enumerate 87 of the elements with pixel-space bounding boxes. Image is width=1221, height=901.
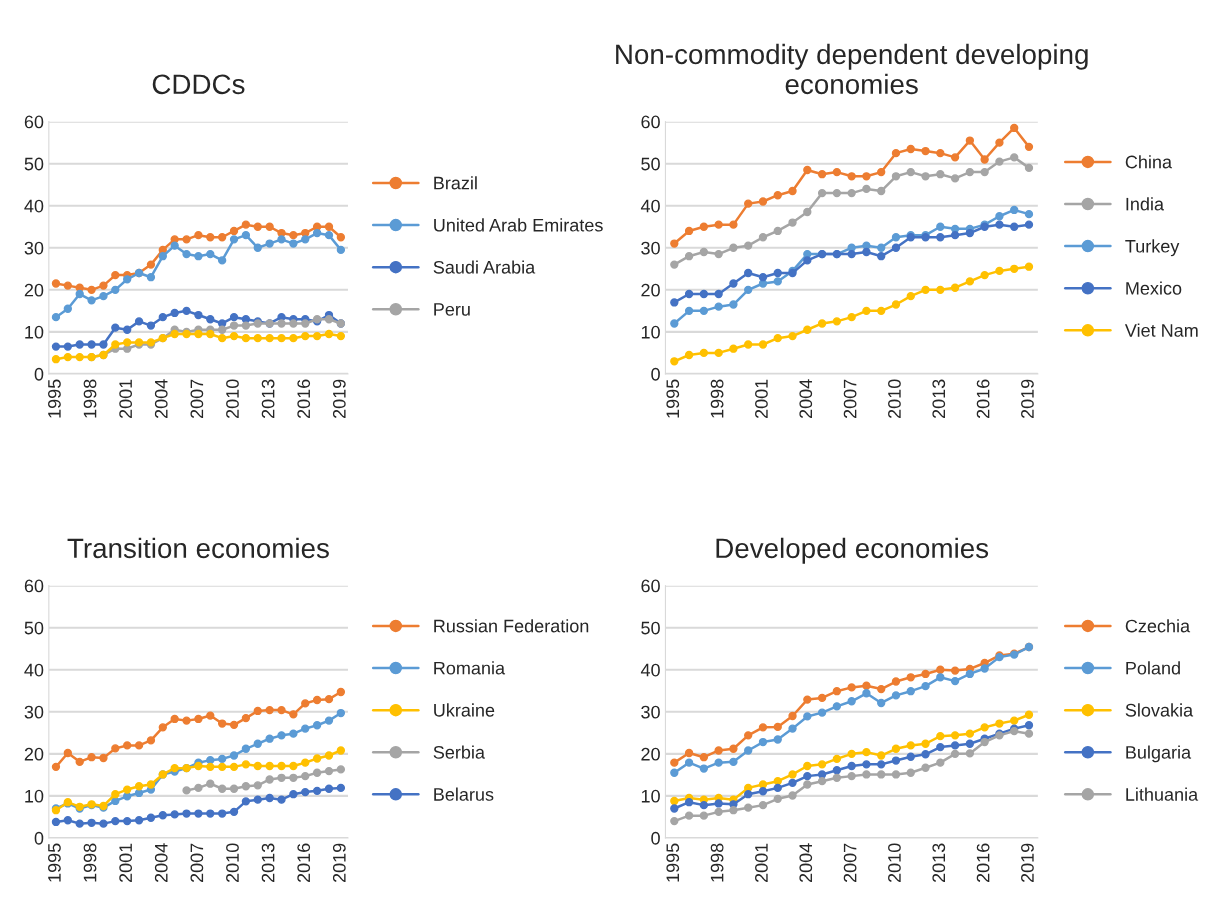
- y-tick-label: 10: [25, 789, 44, 803]
- x-tick-label: 2007: [843, 379, 857, 419]
- x-tick-label: 2013: [261, 379, 275, 419]
- x-tick-label: 1998: [710, 379, 724, 418]
- x-tick-label: 2004: [799, 843, 813, 883]
- x-tick-label: 2013: [932, 843, 946, 883]
- chart-title: Non-commodity dependent developing economies: [616, 43, 1088, 95]
- legend-label: Czechia: [1125, 619, 1191, 633]
- x-tick-label: 1995: [666, 379, 680, 418]
- y-tick-label: 20: [24, 283, 44, 297]
- x-tick-label: 1998: [83, 843, 97, 882]
- x-tick-label: 1998: [710, 843, 724, 882]
- y-tick-label: 40: [24, 199, 44, 213]
- x-tick-label: 2010: [888, 843, 901, 883]
- y-tick-label: 60: [24, 579, 44, 593]
- legend-label: China: [1125, 155, 1173, 169]
- legend-label: Peru: [434, 303, 470, 316]
- legend-label: Turkey: [1125, 239, 1180, 257]
- y-tick-label: 20: [641, 747, 660, 761]
- x-tick-label: 2007: [190, 379, 204, 419]
- x-tick-label: 2016: [976, 843, 990, 883]
- x-tick-label: 2010: [226, 843, 239, 883]
- y-tick-label: 0: [651, 831, 660, 845]
- x-tick-label: 1995: [666, 843, 680, 882]
- y-tick-label: 30: [24, 705, 44, 719]
- y-tick-label: 10: [25, 325, 44, 339]
- x-tick-label: 2019: [332, 379, 346, 419]
- x-tick-label: 2016: [297, 379, 311, 419]
- chart-title: Transition economies: [67, 537, 329, 559]
- legend-label: Mexico: [1126, 281, 1182, 295]
- x-tick-label: 1995: [48, 843, 61, 882]
- y-tick-label: 0: [34, 367, 44, 381]
- x-tick-label: 2001: [119, 379, 133, 419]
- y-tick-label: 10: [641, 789, 660, 803]
- y-tick-label: 30: [24, 241, 44, 255]
- chart-title: Developed economies: [716, 537, 989, 564]
- x-tick-label: 2010: [226, 379, 239, 419]
- y-tick-label: 60: [641, 115, 660, 129]
- y-tick-label: 40: [640, 663, 660, 677]
- y-tick-label: 0: [34, 831, 44, 845]
- legend-label: Bulgaria: [1126, 745, 1192, 763]
- x-tick-label: 2001: [755, 843, 768, 883]
- x-tick-label: 2019: [1021, 843, 1034, 883]
- x-tick-label: 2004: [154, 379, 168, 419]
- x-tick-label: 2001: [755, 379, 768, 419]
- legend-label: Slovakia: [1125, 703, 1194, 717]
- y-tick-label: 20: [24, 747, 44, 761]
- x-tick-label: 2007: [190, 843, 204, 883]
- legend-label: Saudi Arabia: [433, 260, 536, 274]
- x-tick-label: 2010: [888, 379, 901, 419]
- y-tick-label: 0: [651, 367, 660, 381]
- y-tick-label: 30: [641, 705, 660, 719]
- legend-label: United Arab Emirates: [434, 218, 603, 232]
- legend-label: Brazil: [434, 176, 477, 190]
- legend-label: Russian Federation: [434, 619, 589, 633]
- y-tick-label: 40: [24, 663, 44, 677]
- y-tick-label: 40: [640, 199, 660, 213]
- x-tick-label: 1995: [48, 379, 61, 418]
- chart-title: CDDCs: [152, 74, 245, 95]
- x-tick-label: 2013: [261, 843, 275, 883]
- legend-label: Belarus: [434, 787, 494, 801]
- y-tick-label: 50: [641, 621, 660, 635]
- x-tick-label: 2013: [932, 379, 946, 419]
- y-tick-label: 60: [641, 579, 660, 593]
- legend-label: India: [1126, 197, 1165, 211]
- x-tick-label: 2004: [154, 843, 168, 883]
- y-tick-label: 50: [24, 157, 44, 171]
- x-tick-label: 2001: [119, 843, 133, 883]
- y-tick-label: 10: [641, 325, 660, 339]
- y-tick-label: 50: [641, 157, 660, 171]
- x-tick-label: 2016: [297, 843, 311, 883]
- y-tick-label: 60: [24, 115, 44, 129]
- legend-label: Poland: [1126, 661, 1180, 675]
- legend-label: Romania: [434, 661, 506, 675]
- x-tick-label: 2019: [332, 843, 346, 883]
- legend-label: Serbia: [433, 745, 485, 759]
- y-tick-label: 30: [641, 241, 660, 255]
- legend-label: Lithuania: [1126, 787, 1199, 801]
- legend-label: Viet Nam: [1124, 323, 1198, 337]
- x-tick-label: 2019: [1021, 379, 1034, 419]
- x-tick-label: 1998: [83, 379, 97, 418]
- x-tick-label: 2016: [976, 379, 990, 419]
- y-tick-label: 50: [24, 621, 44, 635]
- x-tick-label: 2007: [843, 843, 857, 883]
- y-tick-label: 20: [641, 283, 660, 297]
- x-tick-label: 2004: [799, 379, 813, 419]
- legend-label: Ukraine: [434, 703, 495, 717]
